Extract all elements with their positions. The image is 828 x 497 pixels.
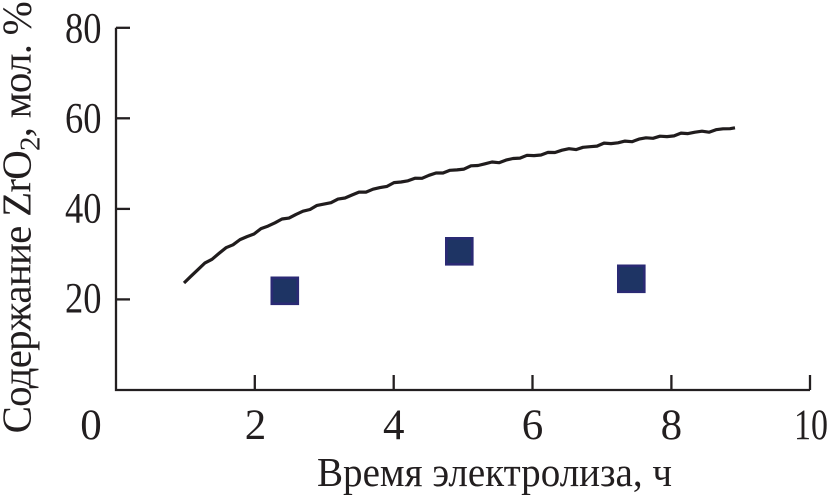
svg-text:80: 80: [65, 6, 102, 53]
svg-text:Содержание ZrO2, мол. %: Содержание ZrO2, мол. %: [0, 2, 47, 433]
svg-text:10: 10: [794, 402, 828, 449]
svg-text:60: 60: [65, 95, 102, 142]
svg-text:20: 20: [65, 276, 102, 323]
svg-text:2: 2: [245, 402, 267, 449]
svg-text:40: 40: [65, 185, 102, 232]
svg-text:Время электролиза, ч: Время электролиза, ч: [317, 449, 672, 495]
svg-text:8: 8: [661, 402, 683, 449]
svg-text:6: 6: [522, 402, 544, 449]
svg-text:4: 4: [383, 402, 405, 449]
svg-text:0: 0: [80, 402, 102, 449]
